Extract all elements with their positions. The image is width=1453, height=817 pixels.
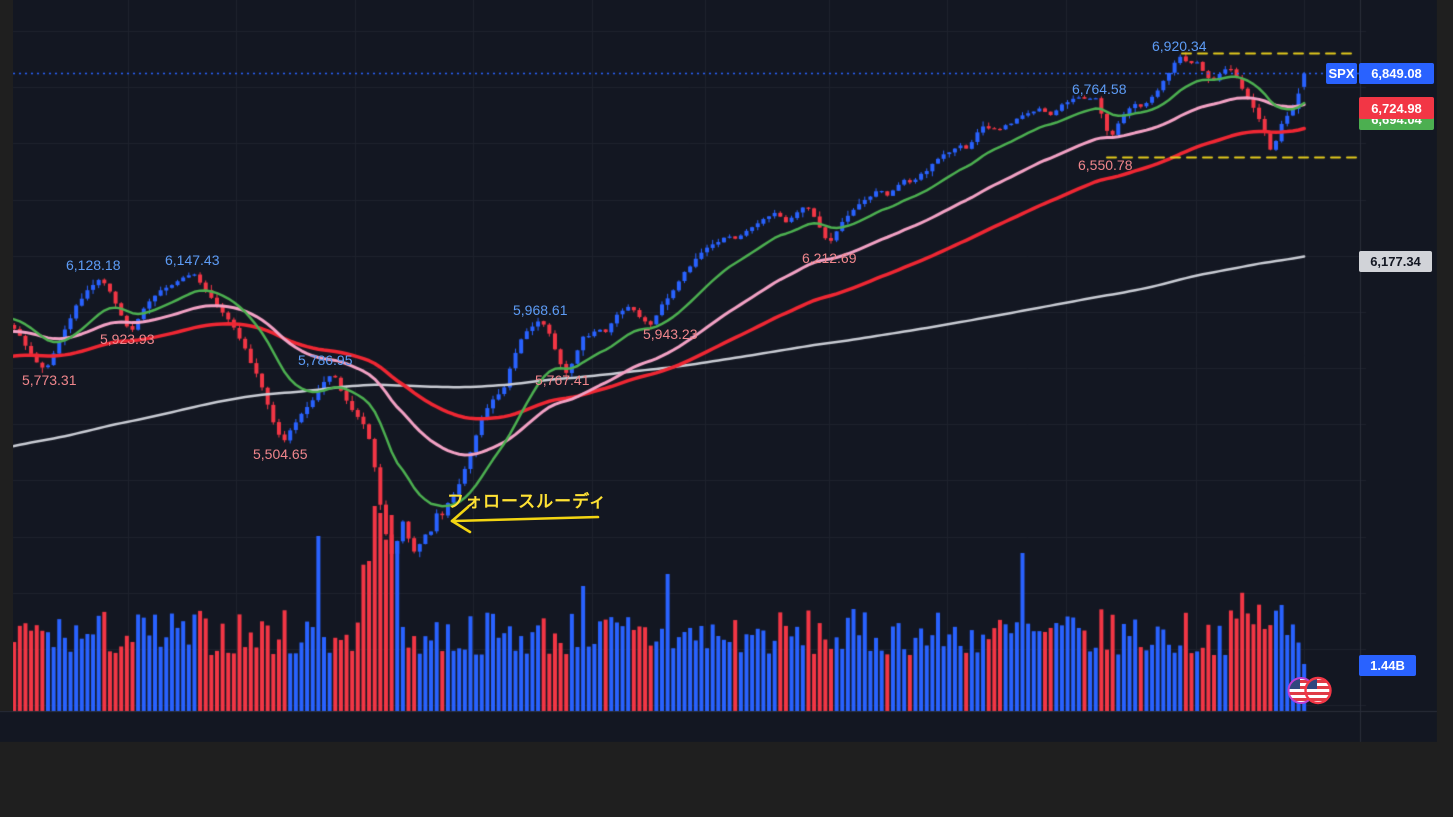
left-margin	[0, 0, 13, 711]
price-flag-label[interactable]: 5,504.65	[253, 446, 308, 462]
ma-long-badge: 6,177.34	[1359, 251, 1432, 272]
last-price-badge: 6,849.08	[1359, 63, 1434, 84]
price-flag-label[interactable]: 5,943.23	[643, 326, 698, 342]
price-flag-label[interactable]: 6,128.18	[66, 257, 121, 273]
price-flag-label[interactable]: 5,767.41	[535, 372, 590, 388]
price-flag-label[interactable]: 5,773.31	[22, 372, 77, 388]
price-flag-label[interactable]: 6,920.34	[1152, 38, 1207, 54]
volume-badge: 1.44B	[1359, 655, 1416, 676]
price-flag-label[interactable]: 5,923.93	[100, 331, 155, 347]
page-footer: TradingView	[0, 742, 1453, 817]
price-flag-label[interactable]: 5,786.95	[298, 352, 353, 368]
ma-slow-badge: 6,724.98	[1359, 97, 1434, 119]
price-flag-label[interactable]: 6,212.69	[802, 250, 857, 266]
us-flag-icons[interactable]	[1283, 674, 1337, 707]
annotation-text[interactable]: フォロースルーディ	[447, 492, 607, 511]
symbol-badge: SPX	[1326, 63, 1357, 84]
price-flag-label[interactable]: 6,147.43	[165, 252, 220, 268]
time-axis[interactable]: 2025FebMarAprMayJunJulAugSepOctNovDec	[0, 711, 1437, 742]
price-flag-label[interactable]: 6,550.78	[1078, 157, 1133, 173]
annotation-arrow-icon[interactable]	[438, 494, 608, 540]
price-flag-label[interactable]: 5,968.61	[513, 302, 568, 318]
price-flag-label[interactable]: 6,764.58	[1072, 81, 1127, 97]
right-margin	[1437, 0, 1453, 742]
